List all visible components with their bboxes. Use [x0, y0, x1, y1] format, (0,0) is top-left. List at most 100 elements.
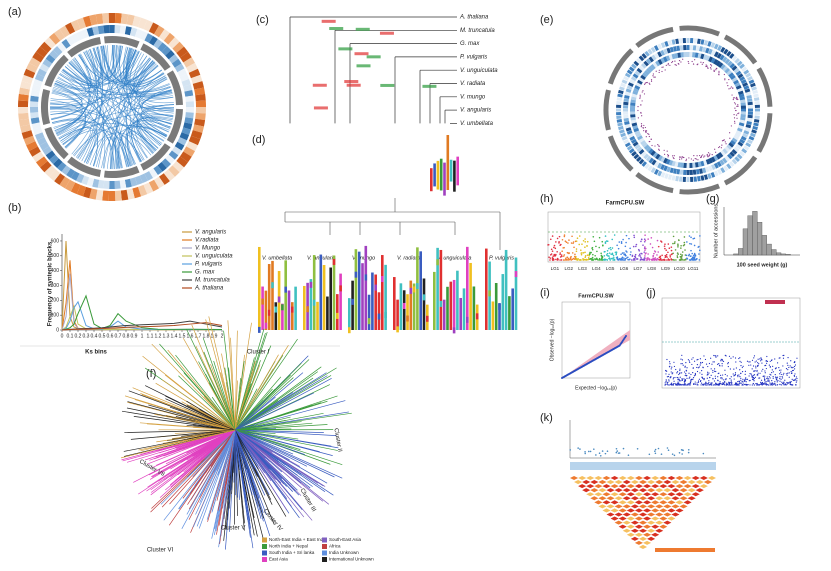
snp-dot	[620, 241, 623, 243]
snp-dot	[724, 384, 726, 386]
snp-dot	[638, 249, 641, 252]
synteny-link	[49, 76, 167, 107]
heat-cell	[635, 132, 642, 138]
heat-cell	[643, 144, 650, 150]
taxon-label: G. max	[460, 41, 480, 47]
snp-dot	[737, 113, 739, 115]
snp-dot	[768, 380, 770, 382]
confidence-band	[562, 330, 630, 378]
snp-dot	[672, 242, 674, 245]
snp-dot	[615, 447, 618, 450]
heat-ring	[185, 107, 194, 113]
snp-dot	[707, 373, 709, 375]
heat-cell	[660, 172, 666, 178]
heat-cell	[724, 155, 731, 162]
snp-dot	[717, 363, 719, 366]
heat-cell	[694, 162, 699, 168]
snp-dot	[584, 256, 587, 258]
legend-label: G. max	[195, 270, 215, 276]
heat-ring	[89, 14, 98, 26]
snp-dot	[658, 71, 660, 74]
chromosome-bar	[261, 286, 264, 330]
ancestral-bar	[456, 156, 459, 186]
snp-dot	[582, 258, 584, 260]
snp-dot	[683, 236, 686, 238]
heat-cell	[665, 55, 671, 62]
chromosome-bar	[309, 279, 313, 330]
tree-branch	[234, 429, 287, 517]
snp-dot	[785, 384, 787, 386]
snp-dot	[692, 367, 694, 369]
snp-dot	[608, 247, 610, 250]
chromosome-bar	[449, 281, 453, 330]
snp-dot	[601, 240, 604, 243]
heat-cell	[722, 56, 728, 63]
snp-dot	[668, 379, 670, 381]
snp-dot	[649, 243, 652, 245]
snp-dot	[692, 372, 694, 374]
x-axis-label: Ks bins	[85, 350, 107, 356]
snp-dot	[761, 359, 763, 361]
snp-dot	[729, 378, 731, 380]
heat-cell	[733, 135, 739, 141]
snp-dot	[737, 376, 739, 378]
snp-dot	[757, 384, 759, 386]
snp-dot	[608, 252, 611, 254]
heat-ring	[76, 184, 87, 197]
snp-dot	[584, 238, 586, 240]
ld-cell	[634, 484, 643, 489]
snp-dot	[569, 257, 572, 259]
snp-dot	[717, 379, 719, 382]
heat-ring	[163, 32, 175, 45]
snp-dot	[725, 355, 727, 357]
ld-cell	[606, 496, 615, 501]
heat-ring	[119, 179, 127, 189]
ancestral-bar	[436, 160, 440, 190]
snp-dot	[640, 240, 642, 243]
heat-ring	[20, 124, 32, 133]
snp-dot	[644, 255, 646, 257]
chromosome-bar	[399, 283, 403, 330]
snp-dot	[628, 237, 630, 240]
heat-cell	[667, 40, 673, 46]
heat-ring	[66, 168, 75, 179]
snp-dot	[581, 243, 583, 245]
synteny-link	[89, 49, 104, 168]
snp-dot	[674, 241, 676, 243]
heat-cell	[650, 46, 656, 53]
snp-dot	[609, 259, 612, 261]
snp-dot	[643, 124, 645, 127]
snp-dot	[665, 379, 667, 381]
chromosome-bar	[462, 288, 466, 330]
node-annotation	[312, 83, 327, 87]
heat-cell	[638, 65, 645, 71]
snp-dot	[714, 148, 716, 150]
snp-dot	[665, 383, 667, 386]
snp-dot	[674, 249, 677, 251]
snp-dot	[652, 255, 654, 258]
snp-dot	[620, 253, 622, 256]
heat-cell	[748, 135, 755, 141]
snp-dot	[788, 372, 790, 374]
heat-cell	[716, 52, 722, 59]
snp-dot	[795, 384, 797, 386]
ld-cell	[622, 488, 631, 493]
y-tick-label: 200	[51, 298, 60, 304]
heat-ring	[45, 150, 56, 160]
block	[261, 298, 264, 305]
snp-dot	[681, 453, 683, 455]
snp-dot	[687, 60, 689, 63]
heat-cell	[741, 148, 748, 154]
snp-dot	[758, 363, 760, 365]
snp-dot	[737, 380, 739, 383]
chromosome-bar	[319, 254, 323, 330]
snp-dot	[739, 382, 741, 384]
tree-branch	[234, 429, 249, 494]
snp-dot	[726, 375, 728, 377]
synteny-link	[129, 60, 153, 161]
block	[381, 276, 384, 283]
tree-branch	[186, 424, 236, 431]
snp-dot	[702, 367, 704, 369]
chromosome-bar	[456, 270, 459, 330]
